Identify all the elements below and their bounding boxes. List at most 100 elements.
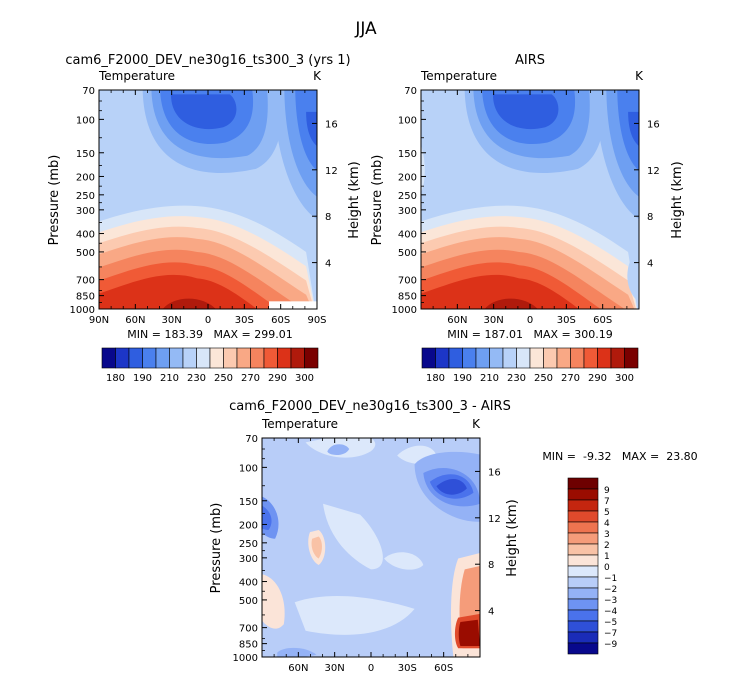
colorbar-swatch	[304, 347, 319, 369]
x-tick-label: 60S	[271, 315, 290, 326]
y-tick-label: 100	[76, 115, 95, 126]
colorbar-label: 210	[480, 373, 499, 384]
colorbar-label: 270	[241, 373, 260, 384]
y-tick-label: 1000	[70, 305, 95, 316]
panel-diff-field	[262, 438, 480, 657]
colorbar-swatch	[142, 347, 157, 369]
colorbar-swatch	[597, 347, 612, 369]
colorbar-swatch	[290, 347, 305, 369]
y-tick-label: 70	[82, 86, 95, 97]
colorbar-swatch	[115, 347, 130, 369]
colorbar-swatch	[209, 347, 224, 369]
y-tick-label: 70	[404, 86, 417, 97]
y-tick-label: 1000	[392, 305, 417, 316]
panel-airs-ylabel: Pressure (mb)	[370, 155, 385, 246]
panel-diff-ylabel-right: Height (km)	[505, 499, 520, 576]
x-tick-label: 0	[205, 315, 211, 326]
colorbar-swatch	[567, 565, 599, 578]
height-tick-label: 8	[647, 212, 653, 223]
y-tick-label: 300	[239, 554, 258, 565]
panel-model-field	[99, 90, 317, 309]
height-tick-label: 16	[647, 119, 660, 130]
colorbar-label: 270	[561, 373, 580, 384]
colorbar-swatch	[570, 347, 585, 369]
panel-model-ylabel-right: Height (km)	[347, 161, 362, 238]
colorbar-swatch	[556, 347, 571, 369]
cold-pool-band	[492, 94, 559, 130]
x-tick-label: 60N	[125, 315, 145, 326]
panel-diff-axes: 70 100 150 200 250 300 400 500 700 850 1000 4 8 12 16 6…	[233, 434, 501, 674]
y-tick-label: 400	[239, 578, 258, 589]
colorbar-label: −5	[604, 618, 617, 628]
polar-cold-band	[306, 111, 317, 147]
panel-model-ylabel: Pressure (mb)	[47, 155, 62, 246]
colorbar-swatch	[567, 499, 599, 512]
colorbar-swatch	[223, 347, 238, 369]
colorbar-label: −2	[604, 585, 617, 595]
colorbar-swatch	[543, 347, 558, 369]
colorbar-swatch	[236, 347, 251, 369]
difference-band	[323, 503, 383, 570]
missing-data	[269, 301, 317, 309]
x-tick-label: 60S	[593, 315, 612, 326]
x-tick-label: 60N	[447, 315, 467, 326]
x-tick-label: 60S	[434, 663, 453, 674]
panel-airs-subtitle-right: K	[635, 69, 644, 83]
y-tick-label: 400	[76, 230, 95, 241]
difference-band	[327, 444, 350, 455]
panel-model-minmax: MIN = 183.39 MAX = 299.01	[127, 328, 292, 341]
colorbar-model: 180 190 210 230 250 270 290 300	[101, 347, 319, 384]
colorbar-swatch	[567, 488, 599, 501]
colorbar-label: 300	[295, 373, 314, 384]
panel-airs-field	[421, 90, 639, 309]
x-tick-label: 30S	[557, 315, 576, 326]
colorbar-label: −3	[604, 596, 617, 606]
colorbar-swatch	[567, 587, 599, 600]
colorbar-label: 230	[507, 373, 526, 384]
panel-model-axes: 70 100 150 200 250 300 400 500 700 850 1000 4 8 12 16 9…	[70, 86, 338, 326]
height-tick-label: 16	[325, 119, 338, 130]
colorbar-swatch	[567, 532, 599, 545]
colorbar-label: 1	[604, 552, 610, 562]
colorbar-label: 9	[604, 486, 610, 496]
panel-model-title: cam6_F2000_DEV_ne30g16_ts300_3 (yrs 1)	[65, 53, 350, 68]
panel-diff-minmax: MIN = -9.32 MAX = 23.80	[542, 450, 697, 463]
y-tick-label: 250	[239, 539, 258, 550]
colorbar-swatch	[624, 347, 639, 369]
y-tick-label: 400	[398, 230, 417, 241]
colorbar-label: 300	[615, 373, 634, 384]
temperature-band	[421, 275, 579, 309]
x-tick-label: 0	[368, 663, 374, 674]
colorbar-label: 230	[187, 373, 206, 384]
panel-diff-subtitle-left: Temperature	[261, 417, 338, 431]
colorbar-label: 210	[160, 373, 179, 384]
panel-diff: cam6_F2000_DEV_ne30g16_ts300_3 - AIRS Te…	[209, 399, 698, 674]
x-tick-label: 90S	[307, 315, 326, 326]
x-tick-label: 60N	[288, 663, 308, 674]
y-tick-label: 500	[239, 596, 258, 607]
colorbar-label: 190	[453, 373, 472, 384]
colorbar-swatch	[502, 347, 517, 369]
colorbar-swatch	[567, 631, 599, 644]
y-tick-label: 500	[76, 248, 95, 259]
colorbar-label: 290	[588, 373, 607, 384]
colorbar-swatch	[182, 347, 197, 369]
y-tick-label: 200	[398, 172, 417, 183]
height-tick-label: 16	[488, 467, 501, 478]
panel-model-subtitle-left: Temperature	[98, 69, 175, 83]
panel-airs-axes: 70 100 150 200 250 300 400 500 700 850 1000 4 8 12 16 6…	[392, 86, 660, 326]
y-tick-label: 70	[245, 434, 258, 445]
y-tick-label: 700	[76, 276, 95, 287]
temperature-core	[162, 298, 216, 309]
colorbar-swatch	[421, 347, 436, 369]
x-tick-label: 90N	[89, 315, 109, 326]
x-tick-label: 30N	[325, 663, 345, 674]
height-tick-label: 12	[647, 166, 660, 177]
panel-diff-ylabel: Pressure (mb)	[209, 503, 224, 594]
colorbar-label: 180	[426, 373, 445, 384]
polar-band	[421, 145, 425, 193]
polar-cold-band	[617, 90, 639, 171]
y-tick-label: 250	[398, 191, 417, 202]
colorbar-swatch	[529, 347, 544, 369]
